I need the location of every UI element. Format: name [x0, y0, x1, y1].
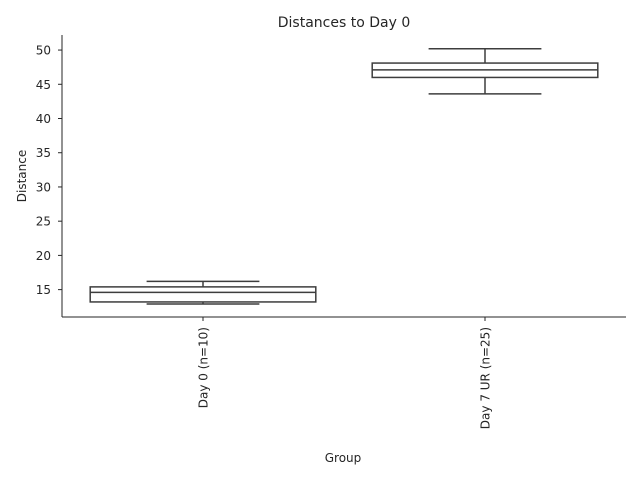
boxes	[89, 47, 599, 305]
y-tick-label: 20	[36, 249, 51, 263]
y-tick-label: 25	[36, 215, 51, 229]
box-group	[89, 280, 317, 305]
y-tick-label: 45	[36, 78, 51, 92]
x-axis-label: Group	[325, 451, 362, 465]
x-tick-label: Day 7 UR (n=25)	[479, 327, 493, 429]
box-group	[371, 47, 599, 95]
y-axis: 15 20 25 30 35 40 45 50	[36, 44, 62, 297]
y-tick-label: 30	[36, 180, 51, 194]
box	[89, 286, 317, 303]
y-tick-label: 15	[36, 283, 51, 297]
x-tick-label: Day 0 (n=10)	[197, 327, 211, 408]
y-tick-label: 40	[36, 112, 51, 126]
x-axis: Day 0 (n=10) Day 7 UR (n=25)	[197, 317, 493, 429]
chart-title: Distances to Day 0	[278, 15, 410, 31]
y-axis-label: Distance	[15, 150, 29, 202]
y-tick-label: 50	[36, 44, 51, 58]
y-tick-label: 35	[36, 146, 51, 160]
